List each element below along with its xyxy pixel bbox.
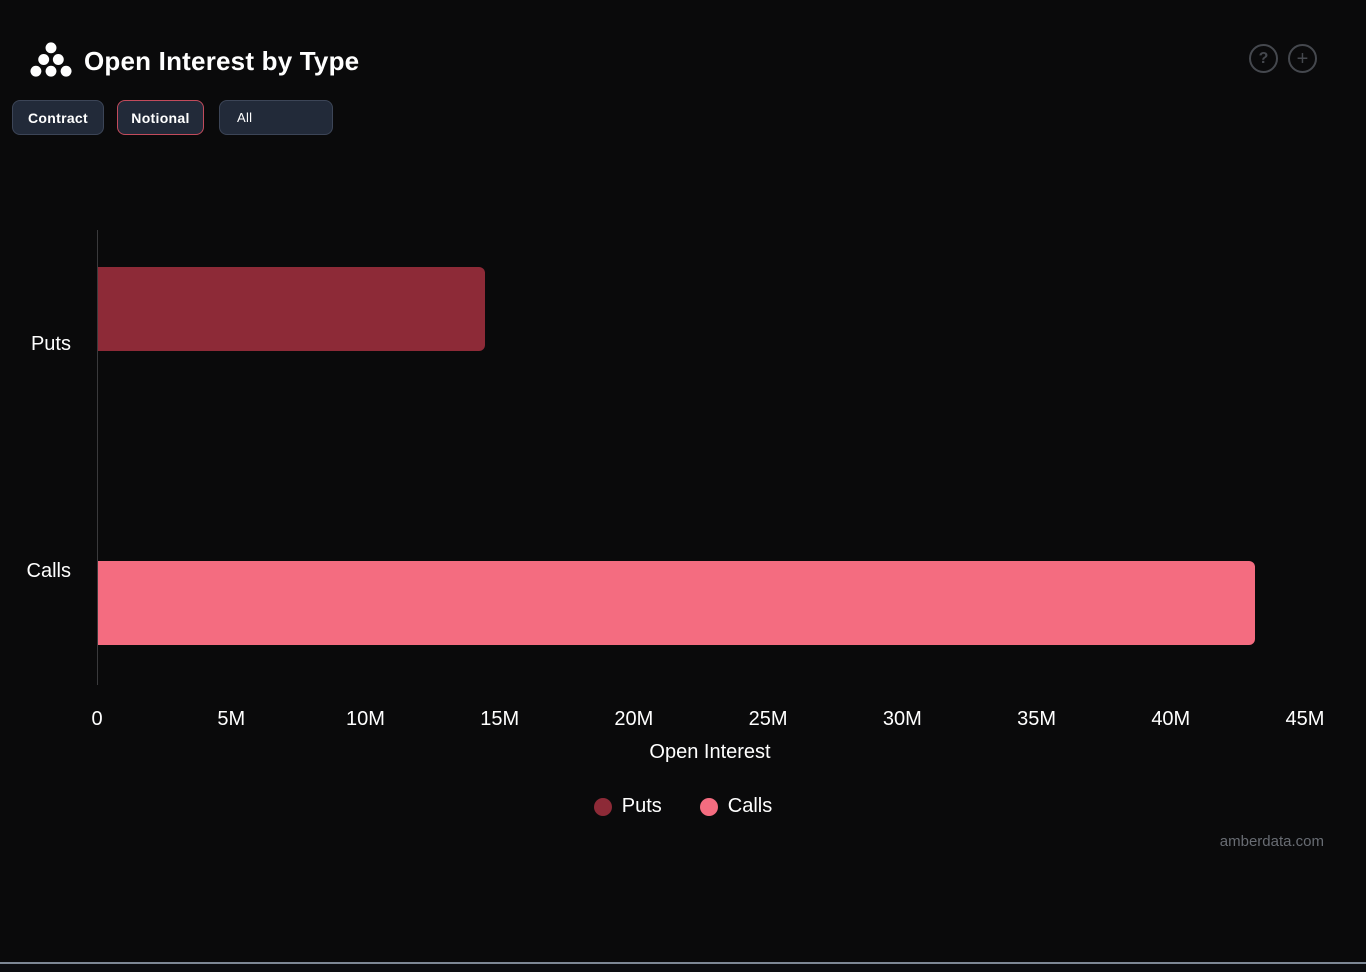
footer-strip [0, 964, 1366, 972]
amberdata-logo-icon [30, 42, 72, 77]
x-tick-label: 5M [217, 708, 246, 730]
help-icon[interactable]: ? [1249, 44, 1278, 73]
legend-item-puts[interactable]: Puts [593, 795, 662, 818]
bar-puts[interactable] [98, 267, 485, 351]
watermark: amberdata.com [1219, 833, 1324, 850]
plus-glyph: + [1296, 47, 1309, 70]
category-label-calls: Calls [26, 560, 71, 582]
legend-dot-icon [593, 797, 612, 816]
legend-dot-icon [699, 797, 718, 816]
x-tick-label: 10M [345, 708, 385, 730]
x-tick-label: 45M [1285, 708, 1325, 730]
filter-dropdown[interactable]: All [219, 100, 333, 135]
legend-label: Calls [727, 795, 773, 817]
chart-legend: Puts Calls [0, 795, 1366, 818]
x-tick-label: 30M [882, 708, 922, 730]
x-tick-label: 25M [748, 708, 788, 730]
x-tick-label: 20M [614, 708, 654, 730]
page-title: Open Interest by Type [84, 46, 360, 76]
x-tick-label: 0 [91, 708, 103, 730]
plus-circle-icon[interactable]: + [1288, 44, 1317, 73]
bar-calls[interactable] [98, 561, 1255, 645]
category-label-puts: Puts [30, 333, 71, 355]
contract-button[interactable]: Contract [12, 100, 104, 135]
x-tick-label: 40M [1151, 708, 1191, 730]
question-mark-glyph: ? [1258, 49, 1269, 67]
x-tick-label: 35M [1017, 708, 1056, 730]
x-axis-title: Open Interest [649, 741, 771, 763]
x-tick-label: 15M [480, 708, 520, 730]
bottom-divider [0, 962, 1366, 964]
y-axis-line [97, 230, 98, 685]
notional-button[interactable]: Notional [117, 100, 204, 135]
legend-item-calls[interactable]: Calls [699, 795, 773, 818]
legend-label: Puts [621, 795, 662, 817]
